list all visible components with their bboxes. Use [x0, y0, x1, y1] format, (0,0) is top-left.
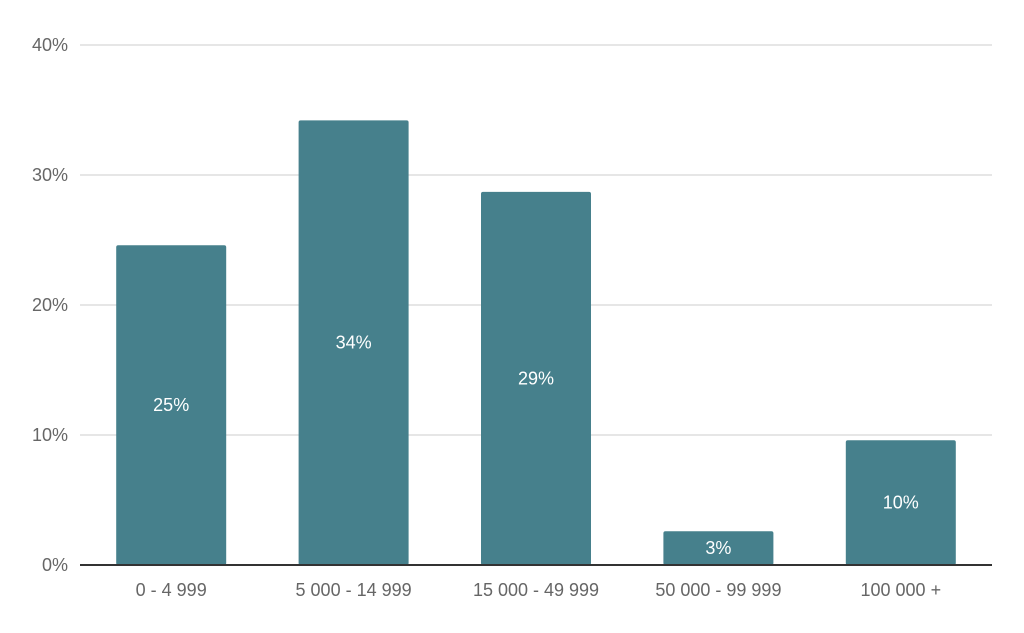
- y-tick-label: 0%: [42, 555, 68, 575]
- y-tick-label: 40%: [32, 35, 68, 55]
- bar: [663, 531, 774, 565]
- bars: [116, 120, 956, 566]
- y-axis-ticks: 0% 10% 20% 30% 40%: [32, 35, 68, 575]
- y-tick-label: 30%: [32, 165, 68, 185]
- bar: [116, 245, 227, 565]
- x-category-label: 50 000 - 99 999: [655, 580, 781, 600]
- bar-data-label: 3%: [705, 538, 731, 558]
- x-axis-categories: 0 - 4 999 5 000 - 14 999 15 000 - 49 999 50…: [136, 580, 941, 600]
- x-category-label: 15 000 - 49 999: [473, 580, 599, 600]
- bar-data-label: 25%: [153, 395, 189, 415]
- y-tick-label: 20%: [32, 295, 68, 315]
- x-category-label: 100 000 +: [861, 580, 942, 600]
- data-labels: 25% 34% 29% 3% 10%: [153, 333, 919, 558]
- x-category-label: 0 - 4 999: [136, 580, 207, 600]
- bar-data-label: 10%: [883, 493, 919, 513]
- y-tick-label: 10%: [32, 425, 68, 445]
- bar: [298, 120, 409, 566]
- x-category-label: 5 000 - 14 999: [296, 580, 412, 600]
- bar: [481, 191, 591, 565]
- bar: [845, 440, 956, 565]
- bar-data-label: 29%: [518, 368, 554, 388]
- bar-data-label: 34%: [336, 333, 372, 353]
